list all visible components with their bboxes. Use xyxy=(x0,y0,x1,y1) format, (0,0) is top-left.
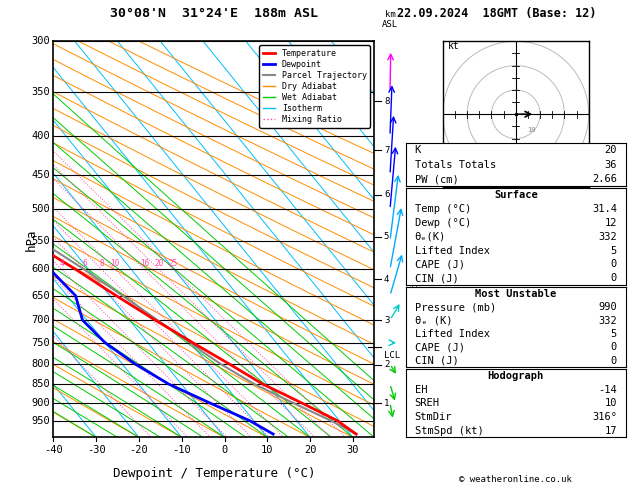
Text: kt: kt xyxy=(448,41,460,51)
Text: 2.66: 2.66 xyxy=(592,174,617,184)
Text: © weatheronline.co.uk: © weatheronline.co.uk xyxy=(459,474,572,484)
Text: 0: 0 xyxy=(221,445,228,454)
Text: 1: 1 xyxy=(384,399,389,408)
Text: StmSpd (kt): StmSpd (kt) xyxy=(415,426,483,435)
Text: 8: 8 xyxy=(384,97,389,106)
Text: 20: 20 xyxy=(304,445,316,454)
Text: 25: 25 xyxy=(169,259,178,268)
Text: Lifted Index: Lifted Index xyxy=(415,245,489,256)
Text: 650: 650 xyxy=(31,291,50,301)
Text: -14: -14 xyxy=(598,385,617,395)
Text: -20: -20 xyxy=(130,445,148,454)
Text: Totals Totals: Totals Totals xyxy=(415,160,496,170)
Text: Dewp (°C): Dewp (°C) xyxy=(415,218,470,228)
Text: 20: 20 xyxy=(604,145,617,156)
Text: 0: 0 xyxy=(611,356,617,366)
Text: 990: 990 xyxy=(598,302,617,312)
Text: 10: 10 xyxy=(527,127,536,134)
Text: CAPE (J): CAPE (J) xyxy=(415,342,464,352)
Text: 316°: 316° xyxy=(592,412,617,422)
Text: θₑ (K): θₑ (K) xyxy=(415,315,452,326)
Text: hPa: hPa xyxy=(25,228,38,251)
Text: km
ASL: km ASL xyxy=(382,10,398,30)
Text: PW (cm): PW (cm) xyxy=(415,174,459,184)
Text: 6: 6 xyxy=(384,190,389,199)
Text: -30: -30 xyxy=(87,445,106,454)
Text: Dewpoint / Temperature (°C): Dewpoint / Temperature (°C) xyxy=(113,467,315,480)
Text: 4: 4 xyxy=(59,259,64,268)
Text: 20: 20 xyxy=(154,259,164,268)
Text: θₑ(K): θₑ(K) xyxy=(415,232,446,242)
Text: 4: 4 xyxy=(384,275,389,283)
Text: 5: 5 xyxy=(611,329,617,339)
Text: 600: 600 xyxy=(31,264,50,274)
Text: 332: 332 xyxy=(598,232,617,242)
Text: Pressure (mb): Pressure (mb) xyxy=(415,302,496,312)
Text: 950: 950 xyxy=(31,416,50,426)
Text: 12: 12 xyxy=(604,218,617,228)
Text: 0: 0 xyxy=(611,260,617,269)
Text: K: K xyxy=(415,145,421,156)
Text: 20: 20 xyxy=(543,146,552,152)
Text: 450: 450 xyxy=(31,170,50,180)
Text: 10: 10 xyxy=(604,399,617,408)
Text: 16: 16 xyxy=(140,259,149,268)
Text: 6: 6 xyxy=(82,259,87,268)
Text: 7: 7 xyxy=(384,146,389,155)
Text: -40: -40 xyxy=(44,445,63,454)
Text: 750: 750 xyxy=(31,338,50,348)
Text: 5: 5 xyxy=(384,232,389,241)
Text: 300: 300 xyxy=(31,36,50,46)
Text: 10: 10 xyxy=(261,445,274,454)
Text: 850: 850 xyxy=(31,379,50,389)
Text: Hodograph: Hodograph xyxy=(487,371,544,381)
Text: 8: 8 xyxy=(99,259,104,268)
Text: Mixing Ratio (g/kg): Mixing Ratio (g/kg) xyxy=(411,236,420,338)
Text: 400: 400 xyxy=(31,131,50,141)
Text: 31.4: 31.4 xyxy=(592,204,617,214)
Text: Surface: Surface xyxy=(494,190,538,200)
Legend: Temperature, Dewpoint, Parcel Trajectory, Dry Adiabat, Wet Adiabat, Isotherm, Mi: Temperature, Dewpoint, Parcel Trajectory… xyxy=(259,46,370,128)
Text: Lifted Index: Lifted Index xyxy=(415,329,489,339)
Text: 332: 332 xyxy=(598,315,617,326)
Text: 30°08'N  31°24'E  188m ASL: 30°08'N 31°24'E 188m ASL xyxy=(110,7,318,20)
Text: 3: 3 xyxy=(384,315,389,325)
Text: 5: 5 xyxy=(611,245,617,256)
Text: Temp (°C): Temp (°C) xyxy=(415,204,470,214)
Text: 30: 30 xyxy=(559,164,567,170)
Text: 0: 0 xyxy=(611,342,617,352)
Text: -10: -10 xyxy=(172,445,191,454)
Text: 900: 900 xyxy=(31,398,50,408)
Text: 500: 500 xyxy=(31,205,50,214)
Text: StmDir: StmDir xyxy=(415,412,452,422)
Text: CAPE (J): CAPE (J) xyxy=(415,260,464,269)
Text: CIN (J): CIN (J) xyxy=(415,356,459,366)
Text: SREH: SREH xyxy=(415,399,440,408)
Text: 800: 800 xyxy=(31,359,50,369)
Text: 10: 10 xyxy=(111,259,120,268)
Text: 700: 700 xyxy=(31,315,50,325)
Text: 2: 2 xyxy=(384,360,389,369)
Text: 36: 36 xyxy=(604,160,617,170)
Text: 0: 0 xyxy=(611,273,617,283)
Text: 550: 550 xyxy=(31,236,50,246)
Text: LCL: LCL xyxy=(384,351,400,360)
Text: EH: EH xyxy=(415,385,427,395)
Text: 30: 30 xyxy=(347,445,359,454)
Text: CIN (J): CIN (J) xyxy=(415,273,459,283)
Text: Most Unstable: Most Unstable xyxy=(475,289,557,299)
Text: 350: 350 xyxy=(31,87,50,97)
Text: 17: 17 xyxy=(604,426,617,435)
Text: 22.09.2024  18GMT (Base: 12): 22.09.2024 18GMT (Base: 12) xyxy=(397,7,597,20)
